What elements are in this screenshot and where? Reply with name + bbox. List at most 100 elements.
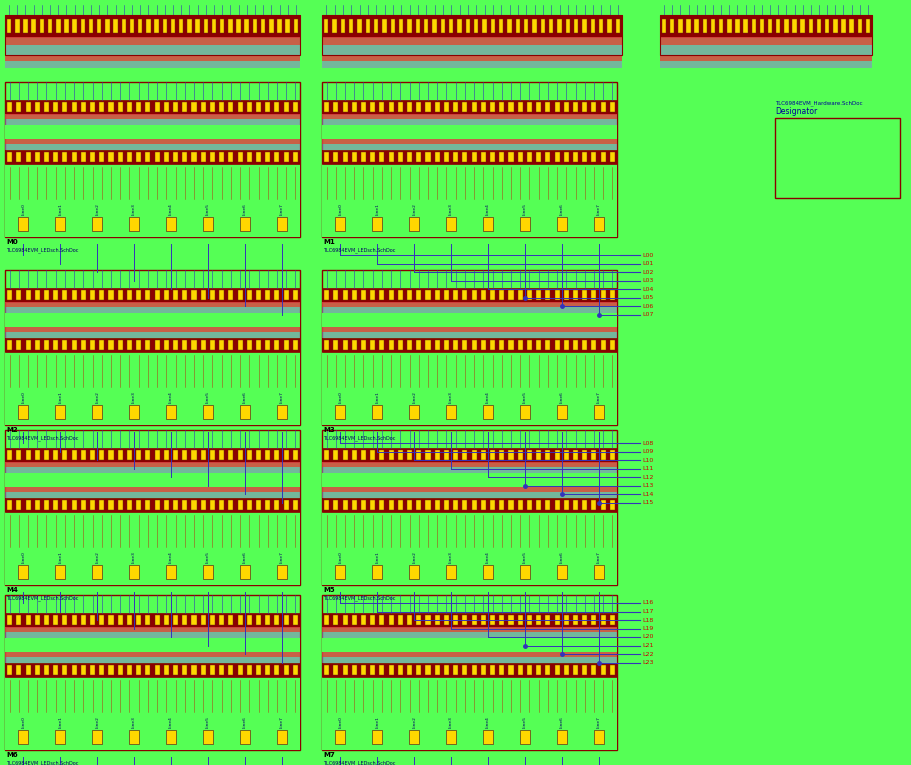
- Bar: [322, 595, 617, 750]
- Bar: [444, 340, 449, 350]
- Bar: [416, 666, 421, 675]
- Bar: [269, 18, 273, 34]
- Bar: [322, 82, 617, 237]
- Bar: [343, 451, 348, 460]
- Bar: [44, 152, 49, 161]
- Bar: [768, 18, 773, 34]
- Bar: [62, 152, 67, 161]
- Text: Line7: Line7: [280, 551, 283, 563]
- Bar: [324, 615, 329, 625]
- Bar: [591, 500, 597, 509]
- Text: Line7: Line7: [597, 203, 600, 215]
- Bar: [435, 666, 440, 675]
- Bar: [53, 103, 58, 112]
- Bar: [146, 340, 150, 350]
- Bar: [352, 290, 357, 300]
- Bar: [81, 615, 86, 625]
- Bar: [162, 18, 167, 34]
- Bar: [5, 270, 300, 425]
- Bar: [191, 451, 197, 460]
- Bar: [564, 451, 568, 460]
- Text: TLC6984EVM_LEDsch.SchDoc: TLC6984EVM_LEDsch.SchDoc: [6, 435, 78, 441]
- Bar: [200, 451, 206, 460]
- Bar: [18, 405, 28, 419]
- Bar: [678, 18, 682, 34]
- Bar: [520, 405, 530, 419]
- Bar: [5, 313, 300, 327]
- Bar: [39, 18, 44, 34]
- Bar: [361, 451, 366, 460]
- Bar: [490, 18, 495, 34]
- Bar: [81, 500, 86, 509]
- Bar: [524, 18, 528, 34]
- Bar: [472, 500, 476, 509]
- Bar: [508, 340, 514, 350]
- Bar: [155, 500, 159, 509]
- Bar: [322, 613, 617, 627]
- Bar: [793, 18, 797, 34]
- Bar: [322, 492, 617, 498]
- Bar: [292, 290, 298, 300]
- Text: M1: M1: [323, 239, 334, 245]
- Bar: [182, 500, 188, 509]
- Bar: [517, 340, 523, 350]
- Bar: [499, 152, 505, 161]
- Bar: [425, 615, 431, 625]
- Bar: [557, 565, 567, 579]
- Bar: [322, 150, 617, 164]
- Bar: [557, 405, 567, 419]
- Bar: [352, 152, 357, 161]
- Bar: [435, 340, 440, 350]
- Text: Line3: Line3: [132, 551, 136, 563]
- Bar: [398, 666, 403, 675]
- Text: Line3: Line3: [449, 391, 453, 403]
- Bar: [520, 217, 530, 231]
- Bar: [472, 152, 476, 161]
- Bar: [118, 152, 123, 161]
- Bar: [490, 615, 495, 625]
- Bar: [379, 290, 384, 300]
- Bar: [283, 152, 289, 161]
- Bar: [352, 500, 357, 509]
- Bar: [536, 152, 541, 161]
- Bar: [44, 615, 49, 625]
- Bar: [361, 666, 366, 675]
- Bar: [389, 666, 394, 675]
- Bar: [92, 405, 102, 419]
- Bar: [292, 451, 298, 460]
- Bar: [154, 18, 159, 34]
- Bar: [398, 290, 403, 300]
- Bar: [155, 103, 159, 112]
- Bar: [735, 18, 740, 34]
- Bar: [322, 487, 617, 492]
- Bar: [573, 451, 578, 460]
- Text: L21: L21: [642, 643, 653, 648]
- Text: L06: L06: [642, 304, 653, 308]
- Bar: [127, 666, 132, 675]
- Text: L03: L03: [642, 278, 653, 283]
- Text: Line5: Line5: [206, 716, 210, 728]
- Bar: [322, 715, 617, 750]
- Bar: [490, 340, 495, 350]
- Bar: [322, 663, 617, 677]
- Bar: [62, 666, 67, 675]
- Bar: [16, 340, 21, 350]
- Bar: [203, 405, 213, 419]
- Bar: [322, 512, 617, 550]
- Bar: [463, 500, 467, 509]
- Bar: [599, 18, 603, 34]
- Bar: [146, 152, 150, 161]
- Text: Line6: Line6: [242, 716, 247, 728]
- Bar: [7, 666, 12, 675]
- Bar: [240, 217, 250, 231]
- Bar: [472, 615, 476, 625]
- Bar: [416, 290, 421, 300]
- Bar: [373, 405, 383, 419]
- Bar: [99, 340, 105, 350]
- Bar: [56, 18, 60, 34]
- Bar: [564, 152, 568, 161]
- Bar: [90, 500, 95, 509]
- Bar: [220, 103, 224, 112]
- Bar: [229, 500, 233, 509]
- Bar: [5, 677, 300, 715]
